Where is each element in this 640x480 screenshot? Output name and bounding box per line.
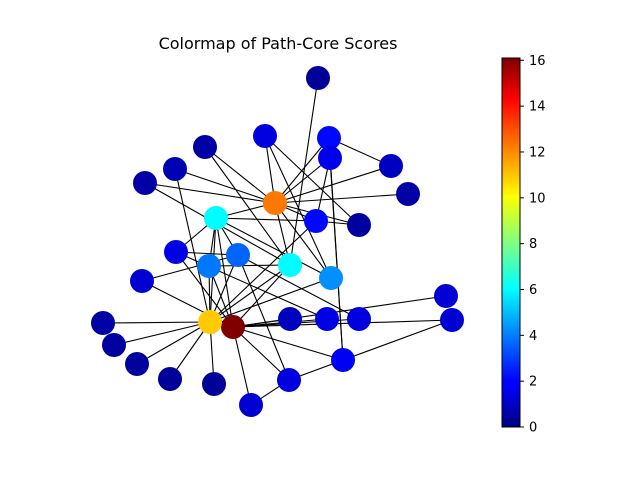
colorbar-tick-label: 0 [529, 421, 537, 436]
graph-edge [113, 321, 211, 346]
graph-edge [208, 264, 291, 267]
graph-edge [329, 157, 344, 361]
graph-edge [215, 217, 332, 279]
graph-edge [232, 326, 344, 361]
graph-edge [274, 193, 409, 204]
graph-node [130, 269, 154, 293]
graph-edge [102, 321, 211, 324]
graph-edge [209, 277, 332, 323]
graph-node [239, 393, 263, 417]
graph-node [317, 126, 341, 150]
graph-node [193, 135, 217, 159]
graph-node [318, 146, 342, 170]
graph-edge [174, 168, 276, 204]
graph-edge [204, 146, 276, 204]
colorbar-tick-label: 12 [529, 145, 546, 160]
graph-node [158, 367, 182, 391]
graph-node [331, 348, 355, 372]
graph-node [198, 310, 222, 334]
graph-node [125, 352, 149, 376]
colorbar-tick-label: 6 [529, 283, 537, 298]
graph-node [306, 66, 330, 90]
graph-edge [144, 182, 276, 204]
graph-edge [215, 217, 234, 328]
graph-node [277, 368, 301, 392]
colorbar-tick-label: 2 [529, 375, 537, 390]
graph-edge [264, 135, 332, 279]
graph-node [278, 307, 302, 331]
graph-edge [274, 165, 392, 204]
graph-node [315, 307, 339, 331]
graph-node [347, 307, 371, 331]
colorbar-tick-label: 8 [529, 237, 537, 252]
chart-title: Colormap of Path-Core Scores [159, 34, 398, 53]
graph-node [304, 209, 328, 233]
graph-node [396, 182, 420, 206]
graph-edge [264, 135, 360, 226]
graph-node [102, 333, 126, 357]
graph-node [319, 266, 343, 290]
graph-node [226, 243, 250, 267]
graph-edge [174, 168, 211, 323]
graph-node [164, 240, 188, 264]
graph-node [91, 311, 115, 335]
graph-edge [232, 264, 291, 328]
graph-edge [232, 326, 252, 406]
graph-nodes [91, 66, 464, 417]
graph-edge [232, 319, 453, 328]
graph-edge [237, 254, 360, 320]
graph-edge [274, 202, 332, 279]
graph-node [347, 213, 371, 237]
graph-edge [288, 319, 453, 381]
graph-node [204, 206, 228, 230]
graph-edge [289, 77, 319, 266]
colorbar-tick-label: 4 [529, 329, 537, 344]
graph-edge [175, 251, 234, 328]
graph-edge [209, 264, 291, 323]
graph-edge [232, 326, 290, 381]
graph-node [133, 171, 157, 195]
graph-edge [136, 321, 211, 365]
colorbar-ticks: 0 2 4 6 8 10 12 14 16 [520, 54, 546, 436]
graph-node [278, 253, 302, 277]
graph-node [434, 284, 458, 308]
colorbar: 0 2 4 6 8 10 12 14 16 [501, 54, 546, 436]
graph-node [379, 154, 403, 178]
graph-node [440, 308, 464, 332]
graph-edge [204, 146, 291, 266]
colorbar-tick-label: 14 [529, 100, 546, 115]
graph-edge [141, 254, 239, 282]
graph-edge [237, 254, 290, 381]
graph-edge [215, 217, 317, 222]
graph-node [221, 315, 245, 339]
colorbar-tick-label: 10 [529, 191, 546, 206]
graph-node [263, 191, 287, 215]
colorbar-tick-label: 16 [529, 54, 546, 69]
graph-node [253, 124, 277, 148]
colorbar-gradient [501, 57, 521, 428]
graph-node [197, 254, 221, 278]
graph-node [163, 157, 187, 181]
graph-node [202, 372, 226, 396]
graph-edge [209, 220, 317, 323]
